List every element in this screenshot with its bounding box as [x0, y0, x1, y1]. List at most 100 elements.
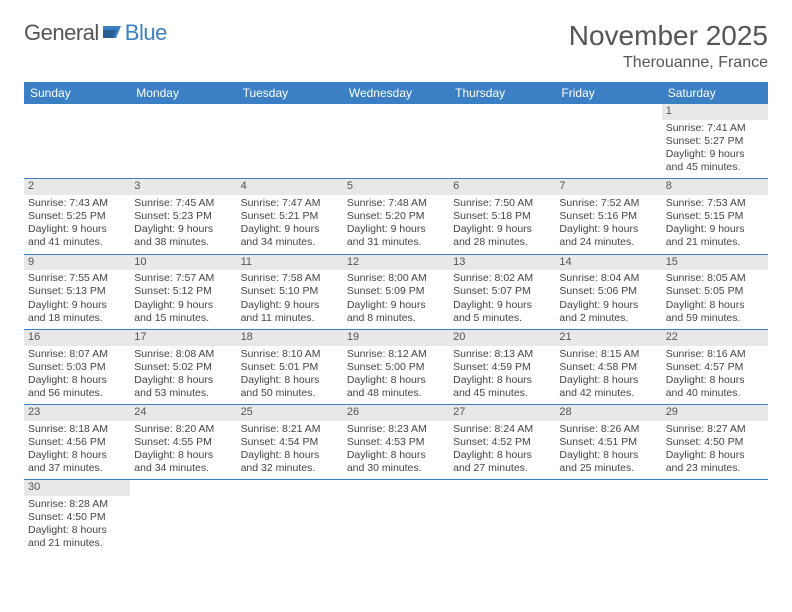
sunset-line: Sunset: 4:55 PM: [134, 436, 232, 449]
daylight-line: Daylight: 9 hours and 31 minutes.: [347, 223, 445, 249]
sunset-line: Sunset: 5:03 PM: [28, 361, 126, 374]
sunset-line: Sunset: 5:21 PM: [241, 210, 339, 223]
daylight-line: Daylight: 8 hours and 34 minutes.: [134, 449, 232, 475]
daylight-line: Daylight: 8 hours and 50 minutes.: [241, 374, 339, 400]
calendar-week-row: 2Sunrise: 7:43 AMSunset: 5:25 PMDaylight…: [24, 179, 768, 254]
sunrise-line: Sunrise: 8:02 AM: [453, 272, 551, 285]
calendar-cell: 9Sunrise: 7:55 AMSunset: 5:13 PMDaylight…: [24, 254, 130, 329]
calendar-cell: 30Sunrise: 8:28 AMSunset: 4:50 PMDayligh…: [24, 480, 130, 555]
month-title: November 2025: [569, 20, 768, 52]
calendar-cell: [449, 480, 555, 555]
day-body: Sunrise: 8:24 AMSunset: 4:52 PMDaylight:…: [449, 421, 555, 480]
day-body: Sunrise: 8:04 AMSunset: 5:06 PMDaylight:…: [555, 270, 661, 329]
day-number: 5: [343, 179, 449, 195]
calendar-header-row: Sunday Monday Tuesday Wednesday Thursday…: [24, 82, 768, 104]
daylight-line: Daylight: 8 hours and 53 minutes.: [134, 374, 232, 400]
daylight-line: Daylight: 9 hours and 8 minutes.: [347, 299, 445, 325]
day-number: 26: [343, 405, 449, 421]
calendar-cell: [130, 104, 236, 179]
daylight-line: Daylight: 8 hours and 21 minutes.: [28, 524, 126, 550]
calendar-cell: 5Sunrise: 7:48 AMSunset: 5:20 PMDaylight…: [343, 179, 449, 254]
day-body: Sunrise: 8:18 AMSunset: 4:56 PMDaylight:…: [24, 421, 130, 480]
calendar-cell: 19Sunrise: 8:12 AMSunset: 5:00 PMDayligh…: [343, 329, 449, 404]
sunset-line: Sunset: 5:20 PM: [347, 210, 445, 223]
day-body: Sunrise: 7:53 AMSunset: 5:15 PMDaylight:…: [662, 195, 768, 254]
day-number: 6: [449, 179, 555, 195]
calendar-cell: [343, 104, 449, 179]
sunrise-line: Sunrise: 8:15 AM: [559, 348, 657, 361]
calendar-cell: 14Sunrise: 8:04 AMSunset: 5:06 PMDayligh…: [555, 254, 661, 329]
daylight-line: Daylight: 8 hours and 42 minutes.: [559, 374, 657, 400]
sunrise-line: Sunrise: 7:50 AM: [453, 197, 551, 210]
sunrise-line: Sunrise: 8:21 AM: [241, 423, 339, 436]
day-number: 20: [449, 330, 555, 346]
calendar-cell: [237, 480, 343, 555]
logo: GeneralBlue: [24, 20, 167, 46]
daylight-line: Daylight: 9 hours and 15 minutes.: [134, 299, 232, 325]
day-number: 12: [343, 255, 449, 271]
calendar-cell: 3Sunrise: 7:45 AMSunset: 5:23 PMDaylight…: [130, 179, 236, 254]
day-number: 22: [662, 330, 768, 346]
sunset-line: Sunset: 4:59 PM: [453, 361, 551, 374]
col-sunday: Sunday: [24, 82, 130, 104]
day-body: Sunrise: 8:28 AMSunset: 4:50 PMDaylight:…: [24, 496, 130, 555]
sunrise-line: Sunrise: 8:13 AM: [453, 348, 551, 361]
col-saturday: Saturday: [662, 82, 768, 104]
sunset-line: Sunset: 4:50 PM: [666, 436, 764, 449]
location: Therouanne, France: [569, 54, 768, 72]
calendar-cell: 20 Sunrise: 8:13 AMSunset: 4:59 PMDayligh…: [449, 329, 555, 404]
calendar-table: Sunday Monday Tuesday Wednesday Thursday…: [24, 82, 768, 555]
sunset-line: Sunset: 4:57 PM: [666, 361, 764, 374]
calendar-cell: 1Sunrise: 7:41 AMSunset: 5:27 PMDaylight…: [662, 104, 768, 179]
calendar-cell: 2Sunrise: 7:43 AMSunset: 5:25 PMDaylight…: [24, 179, 130, 254]
sunrise-line: Sunrise: 8:24 AM: [453, 423, 551, 436]
calendar-cell: 27Sunrise: 8:24 AMSunset: 4:52 PMDayligh…: [449, 405, 555, 480]
day-number: 16: [24, 330, 130, 346]
col-thursday: Thursday: [449, 82, 555, 104]
calendar-cell: 21Sunrise: 8:15 AMSunset: 4:58 PMDayligh…: [555, 329, 661, 404]
calendar-week-row: 23Sunrise: 8:18 AMSunset: 4:56 PMDayligh…: [24, 405, 768, 480]
calendar-cell: 28Sunrise: 8:26 AMSunset: 4:51 PMDayligh…: [555, 405, 661, 480]
sunrise-line: Sunrise: 7:47 AM: [241, 197, 339, 210]
daylight-line: Daylight: 8 hours and 23 minutes.: [666, 449, 764, 475]
sunrise-line: Sunrise: 7:43 AM: [28, 197, 126, 210]
calendar-cell: 10Sunrise: 7:57 AMSunset: 5:12 PMDayligh…: [130, 254, 236, 329]
sunset-line: Sunset: 5:10 PM: [241, 285, 339, 298]
calendar-cell: [555, 480, 661, 555]
calendar-cell: 7Sunrise: 7:52 AMSunset: 5:16 PMDaylight…: [555, 179, 661, 254]
sunset-line: Sunset: 5:15 PM: [666, 210, 764, 223]
sunrise-line: Sunrise: 7:52 AM: [559, 197, 657, 210]
daylight-line: Daylight: 9 hours and 11 minutes.: [241, 299, 339, 325]
daylight-line: Daylight: 8 hours and 45 minutes.: [453, 374, 551, 400]
calendar-cell: [449, 104, 555, 179]
sunrise-line: Sunrise: 8:26 AM: [559, 423, 657, 436]
day-body: Sunrise: 7:48 AMSunset: 5:20 PMDaylight:…: [343, 195, 449, 254]
calendar-week-row: 1Sunrise: 7:41 AMSunset: 5:27 PMDaylight…: [24, 104, 768, 179]
calendar-cell: 26Sunrise: 8:23 AMSunset: 4:53 PMDayligh…: [343, 405, 449, 480]
sunrise-line: Sunrise: 8:05 AM: [666, 272, 764, 285]
calendar-cell: 23Sunrise: 8:18 AMSunset: 4:56 PMDayligh…: [24, 405, 130, 480]
day-body: Sunrise: 7:57 AMSunset: 5:12 PMDaylight:…: [130, 270, 236, 329]
sunrise-line: Sunrise: 8:00 AM: [347, 272, 445, 285]
daylight-line: Daylight: 8 hours and 25 minutes.: [559, 449, 657, 475]
day-number: 3: [130, 179, 236, 195]
day-body: Sunrise: 8:27 AMSunset: 4:50 PMDaylight:…: [662, 421, 768, 480]
sunrise-line: Sunrise: 7:57 AM: [134, 272, 232, 285]
sunset-line: Sunset: 4:56 PM: [28, 436, 126, 449]
daylight-line: Daylight: 9 hours and 34 minutes.: [241, 223, 339, 249]
sunset-line: Sunset: 5:25 PM: [28, 210, 126, 223]
col-friday: Friday: [555, 82, 661, 104]
day-number: 17: [130, 330, 236, 346]
calendar-cell: 4Sunrise: 7:47 AMSunset: 5:21 PMDaylight…: [237, 179, 343, 254]
col-monday: Monday: [130, 82, 236, 104]
daylight-line: Daylight: 9 hours and 24 minutes.: [559, 223, 657, 249]
calendar-cell: [555, 104, 661, 179]
sunrise-line: Sunrise: 7:41 AM: [666, 122, 764, 135]
day-body: Sunrise: 7:55 AMSunset: 5:13 PMDaylight:…: [24, 270, 130, 329]
day-number: 8: [662, 179, 768, 195]
day-number: 30: [24, 480, 130, 496]
sunset-line: Sunset: 5:27 PM: [666, 135, 764, 148]
day-body: Sunrise: 8:23 AMSunset: 4:53 PMDaylight:…: [343, 421, 449, 480]
sunset-line: Sunset: 5:12 PM: [134, 285, 232, 298]
daylight-line: Daylight: 9 hours and 5 minutes.: [453, 299, 551, 325]
